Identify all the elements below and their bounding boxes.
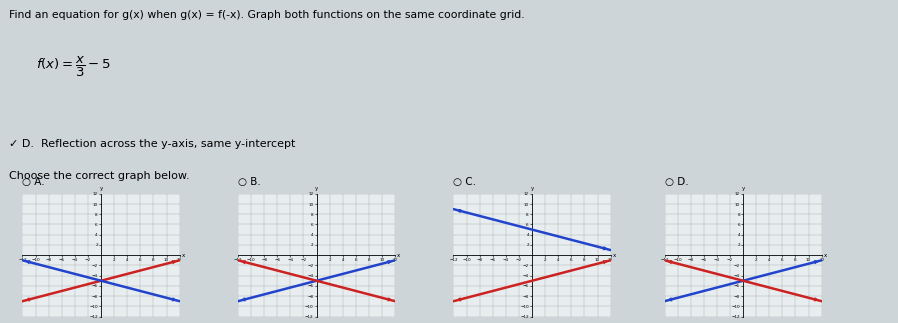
Text: ○ A.: ○ A. (22, 177, 45, 187)
Text: Find an equation for g(x) when g(x) = f(-x). Graph both functions on the same co: Find an equation for g(x) when g(x) = f(… (9, 10, 524, 20)
Text: x: x (612, 253, 616, 258)
Text: $f(x)=\dfrac{x}{3}-5$: $f(x)=\dfrac{x}{3}-5$ (36, 55, 110, 79)
Text: y: y (742, 186, 744, 191)
Text: ✓ D.  Reflection across the y-axis, same y-intercept: ✓ D. Reflection across the y-axis, same … (9, 139, 295, 149)
Text: x: x (181, 253, 185, 258)
Text: ○ B.: ○ B. (238, 177, 260, 187)
Text: y: y (100, 186, 102, 191)
Text: x: x (823, 253, 827, 258)
Text: ○ C.: ○ C. (453, 177, 477, 187)
Text: ○ D.: ○ D. (665, 177, 688, 187)
Text: Choose the correct graph below.: Choose the correct graph below. (9, 171, 189, 181)
Text: x: x (397, 253, 401, 258)
Text: y: y (531, 186, 533, 191)
Text: y: y (315, 186, 318, 191)
